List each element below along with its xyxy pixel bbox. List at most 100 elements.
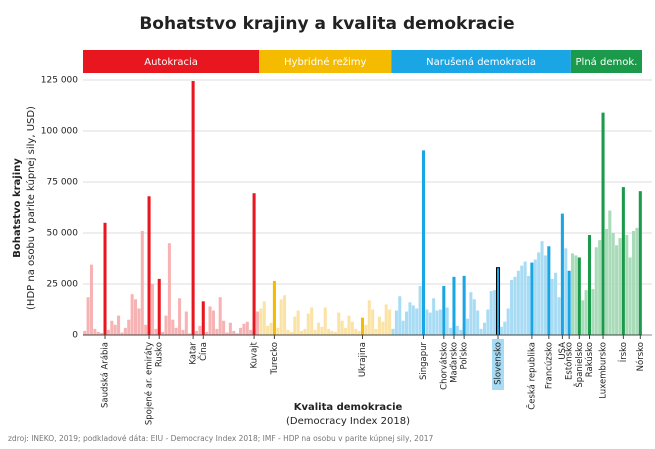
bar	[567, 270, 571, 335]
y-tick-label: 125 000	[41, 76, 78, 86]
regime-band	[570, 50, 642, 73]
bar	[269, 322, 273, 335]
bar	[333, 331, 337, 335]
x-tick-label: Francúzsko	[544, 342, 554, 389]
bar	[577, 257, 581, 335]
chart-title: Bohatstvo krajiny a kvalita demokracie	[139, 14, 514, 34]
bar	[401, 320, 405, 335]
bar	[543, 255, 547, 335]
x-tick-label: Ukrajina	[358, 342, 368, 377]
regime-band	[259, 50, 392, 73]
bar	[479, 328, 483, 335]
bar	[615, 245, 619, 335]
bar	[344, 327, 348, 335]
x-tick-label: Rakúsko	[585, 342, 595, 377]
bar	[421, 150, 426, 335]
bar	[215, 328, 219, 335]
bar	[523, 261, 527, 335]
x-tick-label: Kuvajt	[250, 341, 260, 368]
bar	[137, 308, 141, 335]
bar	[133, 299, 138, 335]
bar	[571, 253, 575, 335]
bar	[445, 307, 449, 335]
bar	[164, 315, 168, 335]
bar	[442, 286, 446, 335]
bar	[486, 309, 490, 335]
bar	[405, 311, 409, 335]
bar	[537, 252, 541, 335]
bar	[86, 297, 90, 335]
bar	[455, 325, 459, 335]
bar	[161, 331, 165, 335]
bar	[472, 299, 476, 335]
bar	[465, 318, 470, 335]
bar	[222, 320, 226, 335]
bar	[493, 290, 497, 335]
bar	[499, 326, 503, 335]
bar	[198, 325, 202, 335]
bar	[377, 316, 381, 335]
bar	[279, 299, 283, 335]
bar	[506, 308, 510, 335]
bar	[144, 324, 148, 335]
bar	[584, 290, 588, 335]
x-tick-label: Katar	[189, 341, 199, 364]
bar	[394, 310, 398, 335]
bar	[252, 193, 256, 335]
bar	[510, 279, 514, 335]
bar	[184, 311, 188, 335]
bar	[435, 310, 439, 335]
bar	[103, 222, 107, 335]
bar	[178, 298, 182, 335]
bar	[154, 328, 158, 335]
bar	[140, 230, 144, 335]
regime-band	[391, 50, 571, 73]
bar	[449, 327, 453, 335]
bar	[364, 324, 368, 335]
bar	[205, 331, 209, 335]
y-tick-label: 75 000	[47, 178, 79, 188]
bar	[188, 333, 192, 335]
regime-label: Narušená demokracia	[426, 56, 536, 68]
bar	[587, 235, 592, 335]
y-axis-subtitle: (HDP na osobu v parite kúpnej sily, USD)	[25, 106, 37, 310]
bar	[147, 196, 151, 335]
x-tick-label: Spojené ar. emiráty	[144, 342, 155, 425]
bar	[411, 305, 415, 335]
bar	[628, 257, 632, 335]
bar	[123, 327, 127, 335]
bar	[381, 321, 385, 335]
bar	[310, 307, 314, 335]
bar	[367, 300, 371, 335]
bar	[262, 301, 266, 335]
bar	[120, 332, 124, 335]
bar	[100, 332, 104, 335]
bar	[89, 264, 93, 335]
bar	[113, 324, 117, 335]
x-tick-label: Írsko	[617, 342, 629, 362]
bar	[249, 329, 253, 335]
bar	[299, 330, 304, 335]
bar	[469, 292, 473, 335]
bar	[181, 329, 185, 335]
bar	[296, 310, 300, 335]
bar	[259, 308, 263, 335]
x-tick-label: Chorvátsko	[439, 342, 449, 390]
bar	[482, 322, 486, 335]
bar	[516, 270, 520, 335]
bar	[157, 278, 161, 335]
x-tick-label: Rusko	[155, 342, 165, 367]
bar	[594, 247, 598, 335]
bar	[293, 316, 297, 335]
bar	[167, 243, 171, 335]
bar	[228, 322, 232, 335]
y-axis-title: Bohatstvo krajiny	[12, 158, 23, 258]
bar	[174, 327, 178, 335]
bar	[621, 187, 625, 335]
bar	[513, 276, 517, 335]
x-axis-title: Kvalita demokracie	[294, 402, 403, 413]
bar	[313, 329, 317, 335]
y-tick-label: 100 000	[41, 127, 78, 137]
x-tick-label: Čína	[197, 342, 209, 361]
x-tick-label: Singapur	[419, 342, 429, 381]
